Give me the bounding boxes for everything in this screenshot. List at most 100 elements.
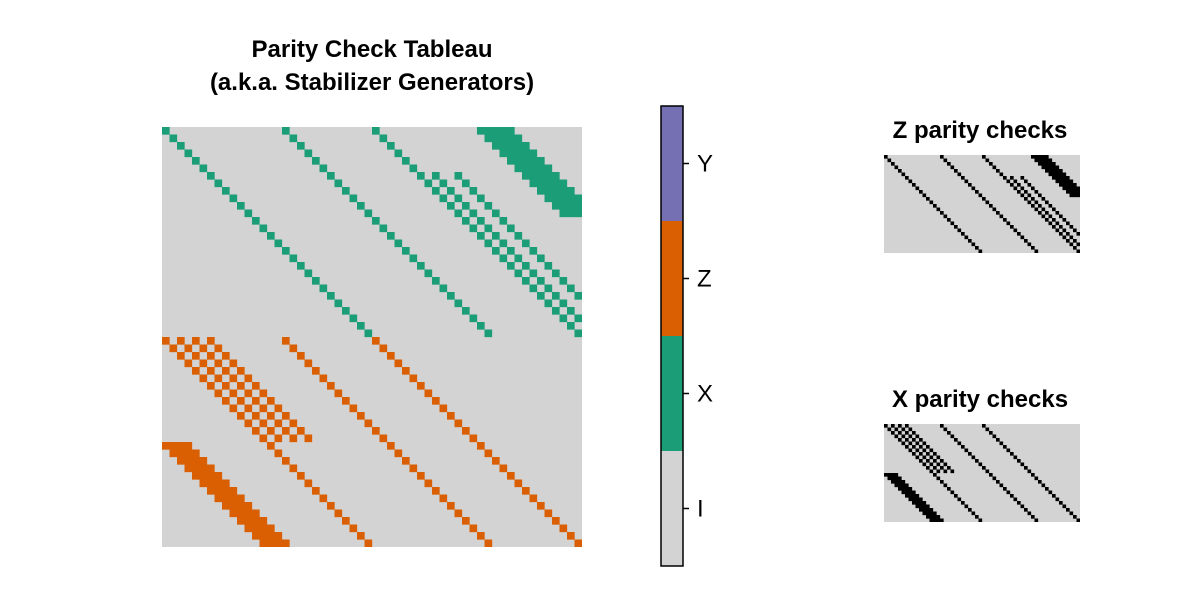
x-checks-cell	[961, 445, 965, 449]
tableau-cell	[522, 164, 530, 173]
tableau-cell	[199, 344, 208, 353]
x-checks-cell	[971, 455, 976, 460]
tableau-cell	[439, 404, 448, 413]
tableau-cell	[537, 292, 545, 300]
tableau-cell	[529, 179, 538, 188]
tableau-cell	[499, 134, 508, 143]
x-checks-cell	[901, 441, 906, 446]
z-checks-cell	[947, 218, 951, 222]
tableau-cell	[514, 479, 523, 488]
tableau-cell	[252, 397, 260, 405]
z-checks-cell	[1066, 183, 1070, 187]
tableau-cell	[477, 194, 485, 203]
tableau-cell	[199, 164, 208, 173]
z-checks-cell	[1052, 176, 1056, 180]
tableau-cell	[424, 479, 433, 488]
tableau-cell	[484, 134, 493, 143]
x-checks-cell	[947, 431, 951, 435]
tableau-cell	[282, 337, 290, 345]
tableau-cell	[552, 179, 560, 188]
x-checks-cell	[968, 452, 972, 456]
x-checks-cell	[943, 462, 948, 467]
z-checks-cell	[1052, 218, 1056, 222]
z-checks-cell	[1062, 186, 1067, 191]
x-checks-cell	[894, 476, 899, 481]
z-checks-cell	[936, 207, 941, 212]
z-checks-cell	[1041, 197, 1046, 201]
z-checks-cell	[964, 179, 969, 184]
tableau-cell	[259, 524, 268, 533]
tableau-cell	[567, 209, 575, 218]
z-checks-cell	[1059, 179, 1063, 184]
x-checks-cell	[954, 438, 958, 442]
tableau-cell	[222, 187, 230, 195]
z-checks-cell	[982, 197, 986, 201]
x-checks-cell	[919, 452, 923, 456]
x-checks-cell	[898, 476, 902, 481]
z-checks-cell	[1048, 165, 1053, 170]
x-checks-cell	[954, 494, 958, 498]
x-checks-cell	[926, 504, 930, 509]
tableau-cell	[559, 194, 568, 203]
tableau-cell	[447, 187, 455, 195]
tableau-cell	[417, 472, 425, 480]
tableau-cell	[432, 277, 440, 285]
z-checks-cell	[954, 225, 958, 229]
x-checks-cell	[894, 427, 899, 432]
tableau-cell	[252, 509, 260, 518]
tableau-cell	[214, 389, 223, 398]
z-checks-cell	[996, 169, 1000, 173]
tableau-cell	[522, 142, 530, 150]
tableau-cell	[244, 389, 253, 398]
z-checks-cell	[1041, 207, 1046, 212]
x-checks-cell	[915, 455, 920, 460]
tableau-cell	[447, 412, 455, 420]
tableau-cell	[552, 517, 560, 525]
tableau-cell	[507, 157, 515, 165]
x-checks-cell	[912, 494, 916, 498]
x-checks-cell	[898, 431, 902, 435]
x-checks-cell	[1027, 511, 1032, 516]
z-checks-cell	[1069, 183, 1074, 187]
z-checks-cell	[1017, 232, 1021, 236]
z-checks-cell	[1059, 172, 1063, 177]
z-checks-cell	[1045, 211, 1049, 215]
tableau-cell	[184, 442, 193, 450]
x-checks-cell	[964, 504, 969, 509]
tableau-cell	[244, 517, 253, 525]
tableau-cell	[207, 382, 215, 390]
x-checks-cell	[982, 466, 986, 470]
z-checks-cell	[929, 200, 934, 205]
x-checks-cell	[922, 504, 927, 509]
tableau-cell	[537, 254, 545, 263]
z-checks-cell	[1034, 249, 1039, 253]
x-checks-cell	[929, 455, 934, 460]
x-checks-cell	[901, 480, 906, 484]
tableau-cell	[252, 517, 260, 525]
tableau-cell	[552, 172, 560, 180]
tableau-cell	[469, 224, 478, 233]
tableau-cell	[357, 322, 365, 330]
x-checks-cell	[891, 476, 895, 481]
tableau-cell	[574, 202, 582, 210]
tableau-cell	[177, 337, 185, 345]
z-checks-cell	[1003, 218, 1007, 222]
z-checks-cell	[996, 211, 1000, 215]
tableau-cell	[499, 254, 508, 263]
tableau-cell	[237, 517, 245, 525]
tableau-cell	[214, 179, 223, 188]
tableau-cell	[334, 389, 343, 398]
tableau-cell	[514, 149, 523, 158]
tableau-cell	[552, 307, 560, 315]
z-checks-cell	[1024, 179, 1028, 184]
x-checks-cell	[1003, 487, 1007, 491]
x-checks-cell	[905, 483, 909, 488]
x-checks-cell	[985, 427, 990, 432]
tableau-cell	[162, 127, 170, 135]
tableau-cell	[507, 262, 515, 270]
x-checks-cell	[922, 441, 927, 446]
z-checks-cell	[1024, 197, 1028, 201]
x-checks-cell	[996, 438, 1000, 442]
tableau-cell	[274, 449, 283, 458]
tableau-cell	[387, 442, 395, 450]
